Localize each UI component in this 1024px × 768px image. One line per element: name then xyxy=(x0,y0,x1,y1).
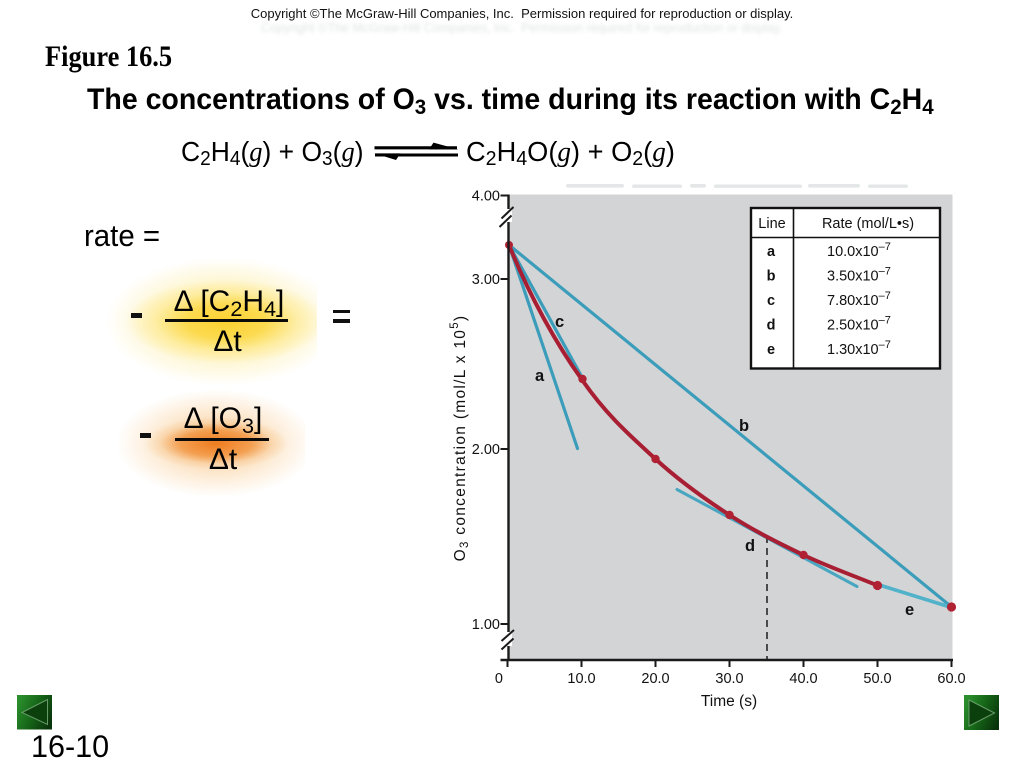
svg-text:a: a xyxy=(535,367,545,385)
svg-text:a: a xyxy=(767,244,776,260)
svg-text:30.0: 30.0 xyxy=(715,671,743,687)
svg-text:Line: Line xyxy=(758,216,785,232)
svg-text:Rate (mol/L•s): Rate (mol/L•s) xyxy=(822,216,914,232)
svg-text:d: d xyxy=(745,537,755,555)
svg-text:3.50x10–7: 3.50x10–7 xyxy=(827,266,891,285)
svg-text:40.0: 40.0 xyxy=(789,671,817,687)
svg-text:b: b xyxy=(739,417,749,435)
svg-text:b: b xyxy=(767,269,776,285)
svg-text:7.80x10–7: 7.80x10–7 xyxy=(827,290,891,309)
svg-text:e: e xyxy=(767,342,775,358)
svg-text:3.00: 3.00 xyxy=(472,272,500,288)
svg-text:2.00: 2.00 xyxy=(472,442,500,458)
svg-text:Time (s): Time (s) xyxy=(701,693,757,710)
svg-text:10.0x10–7: 10.0x10–7 xyxy=(827,241,891,260)
svg-text:4.00: 4.00 xyxy=(472,189,500,205)
svg-text:2.50x10–7: 2.50x10–7 xyxy=(827,315,891,334)
svg-text:c: c xyxy=(555,313,564,331)
svg-text:20.0: 20.0 xyxy=(641,671,669,687)
svg-text:10.0: 10.0 xyxy=(567,671,595,687)
svg-text:1.00: 1.00 xyxy=(472,617,500,633)
svg-text:e: e xyxy=(905,601,914,619)
svg-text:50.0: 50.0 xyxy=(863,671,891,687)
svg-text:O3 concentration (mol/L x 105): O3 concentration (mol/L x 105) xyxy=(449,315,471,562)
svg-text:0: 0 xyxy=(495,671,503,687)
svg-text:1.30x10–7: 1.30x10–7 xyxy=(827,339,891,358)
svg-text:c: c xyxy=(767,293,775,309)
svg-text:60.0: 60.0 xyxy=(937,671,965,687)
svg-text:d: d xyxy=(767,318,776,334)
